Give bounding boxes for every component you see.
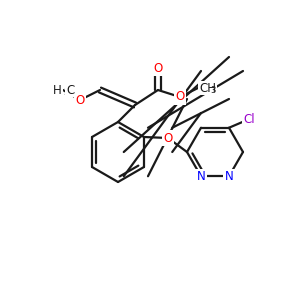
Text: O: O <box>153 61 163 74</box>
Text: C: C <box>66 83 74 97</box>
Text: 3: 3 <box>63 88 68 97</box>
Text: 3: 3 <box>210 86 215 95</box>
Text: Cl: Cl <box>243 113 255 126</box>
Text: H: H <box>53 83 62 97</box>
Text: N: N <box>225 170 233 183</box>
Text: CH: CH <box>199 82 216 94</box>
Text: O: O <box>164 131 172 145</box>
Text: O: O <box>75 94 85 106</box>
Text: N: N <box>196 170 206 183</box>
Text: O: O <box>176 91 184 103</box>
